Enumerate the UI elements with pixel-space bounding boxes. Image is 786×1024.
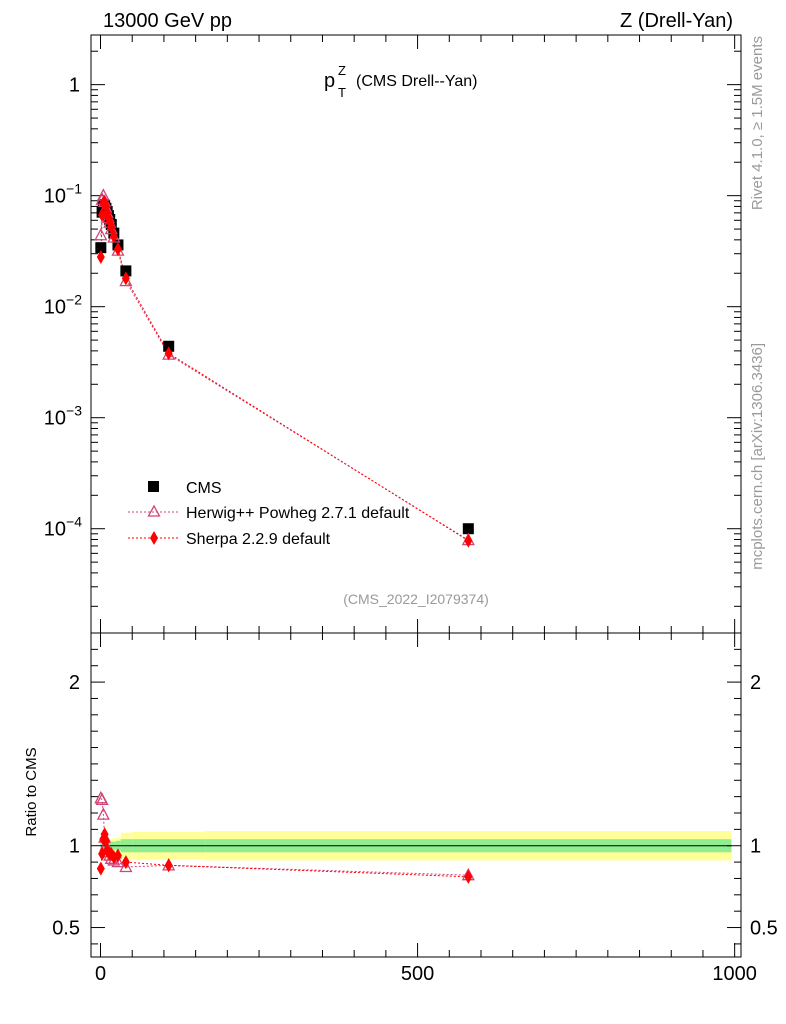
main-y-tick-label: 10−2 — [44, 292, 82, 319]
main-ticks — [91, 35, 741, 633]
ratio-y-tick-label-right: 2 — [750, 672, 761, 694]
ratio-y-tick-label: 0.5 — [52, 918, 80, 940]
legend-herwig-marker — [147, 504, 161, 517]
cms-data-point — [95, 242, 107, 254]
ratio-y-tick-label-right: 0.5 — [750, 918, 778, 940]
herwig-ratio-point — [119, 859, 133, 873]
source-label: mcplots.cern.ch [arXiv:1306.3436] — [749, 343, 766, 570]
x-tick-label: 1000 — [712, 963, 757, 985]
legend-cms-marker — [148, 481, 159, 492]
analysis-watermark: (CMS_2022_I2079374) — [343, 591, 489, 607]
rivet-label: Rivet 4.1.0, ≥ 1.5M events — [749, 36, 766, 210]
main-series — [94, 188, 475, 548]
ratio-y-tick-labels: 0.5 0.5 1 1 2 2 — [52, 672, 778, 939]
x-tick-label: 0 — [95, 963, 106, 985]
main-y-tick-label: 1 — [69, 75, 80, 97]
sherpa-point — [109, 229, 118, 244]
sherpa-point — [96, 250, 105, 265]
legend-herwig-label: Herwig++ Powheg 2.7.1 default — [186, 505, 410, 522]
legend: CMS Herwig++ Powheg 2.7.1 default Sherpa… — [128, 480, 410, 548]
legend-sherpa-label: Sherpa 2.2.9 default — [186, 531, 331, 548]
sherpa-ratio-point — [464, 869, 473, 884]
header-left: 13000 GeV pp — [103, 10, 232, 32]
main-y-tick-label: 10−4 — [44, 514, 82, 541]
x-tick-label: 500 — [401, 963, 434, 985]
main-y-tick-labels: 1 10−1 10−2 10−3 10−4 — [44, 75, 82, 541]
sherpa-ratio-point — [121, 855, 130, 870]
ratio-y-tick-label: 1 — [69, 836, 80, 858]
herwig-ratio-point — [95, 792, 109, 806]
sherpa-point — [113, 242, 122, 257]
herwig-point — [94, 227, 108, 241]
ratio-y-axis-label: Ratio to CMS — [23, 747, 40, 836]
ratio-frame — [90, 632, 742, 958]
title-description: (CMS Drell--Yan) — [356, 73, 477, 90]
legend-sherpa-marker — [150, 531, 158, 545]
sherpa-ratio-point — [96, 861, 105, 876]
ratio-y-tick-label: 2 — [69, 672, 80, 694]
ratio-panel: 0.5 0.5 1 1 2 2 0 500 1000 Ratio to CMS — [23, 632, 778, 985]
ratio-ticks — [91, 632, 741, 957]
sherpa-point — [121, 271, 130, 286]
sherpa-ratio-point — [101, 833, 110, 848]
title-superscript: Z — [338, 63, 346, 78]
sherpa-point — [164, 346, 173, 361]
legend-cms-label: CMS — [186, 480, 222, 497]
title-symbol: p — [324, 70, 335, 92]
herwig-ratio-point — [96, 807, 110, 820]
cms-data-point — [163, 340, 175, 352]
cms-data-point — [120, 265, 132, 277]
ratio-series — [94, 790, 475, 884]
sherpa-ratio-point — [113, 848, 122, 863]
title-subscript: T — [338, 85, 346, 100]
ratio-y-tick-label-right: 1 — [750, 836, 761, 858]
header-right: Z (Drell-Yan) — [620, 10, 733, 32]
sherpa-point — [464, 533, 473, 548]
main-y-tick-label: 10−1 — [44, 181, 82, 208]
cms-data-point — [462, 523, 474, 535]
main-panel: 1 10−1 10−2 10−3 10−4 p Z T (CMS Drell--Yan)… — [44, 34, 742, 634]
main-y-tick-label: 10−3 — [44, 403, 82, 430]
sherpa-ratio-point — [164, 858, 173, 873]
plot-title: p — [324, 70, 335, 92]
x-tick-labels: 0 500 1000 — [95, 963, 757, 985]
